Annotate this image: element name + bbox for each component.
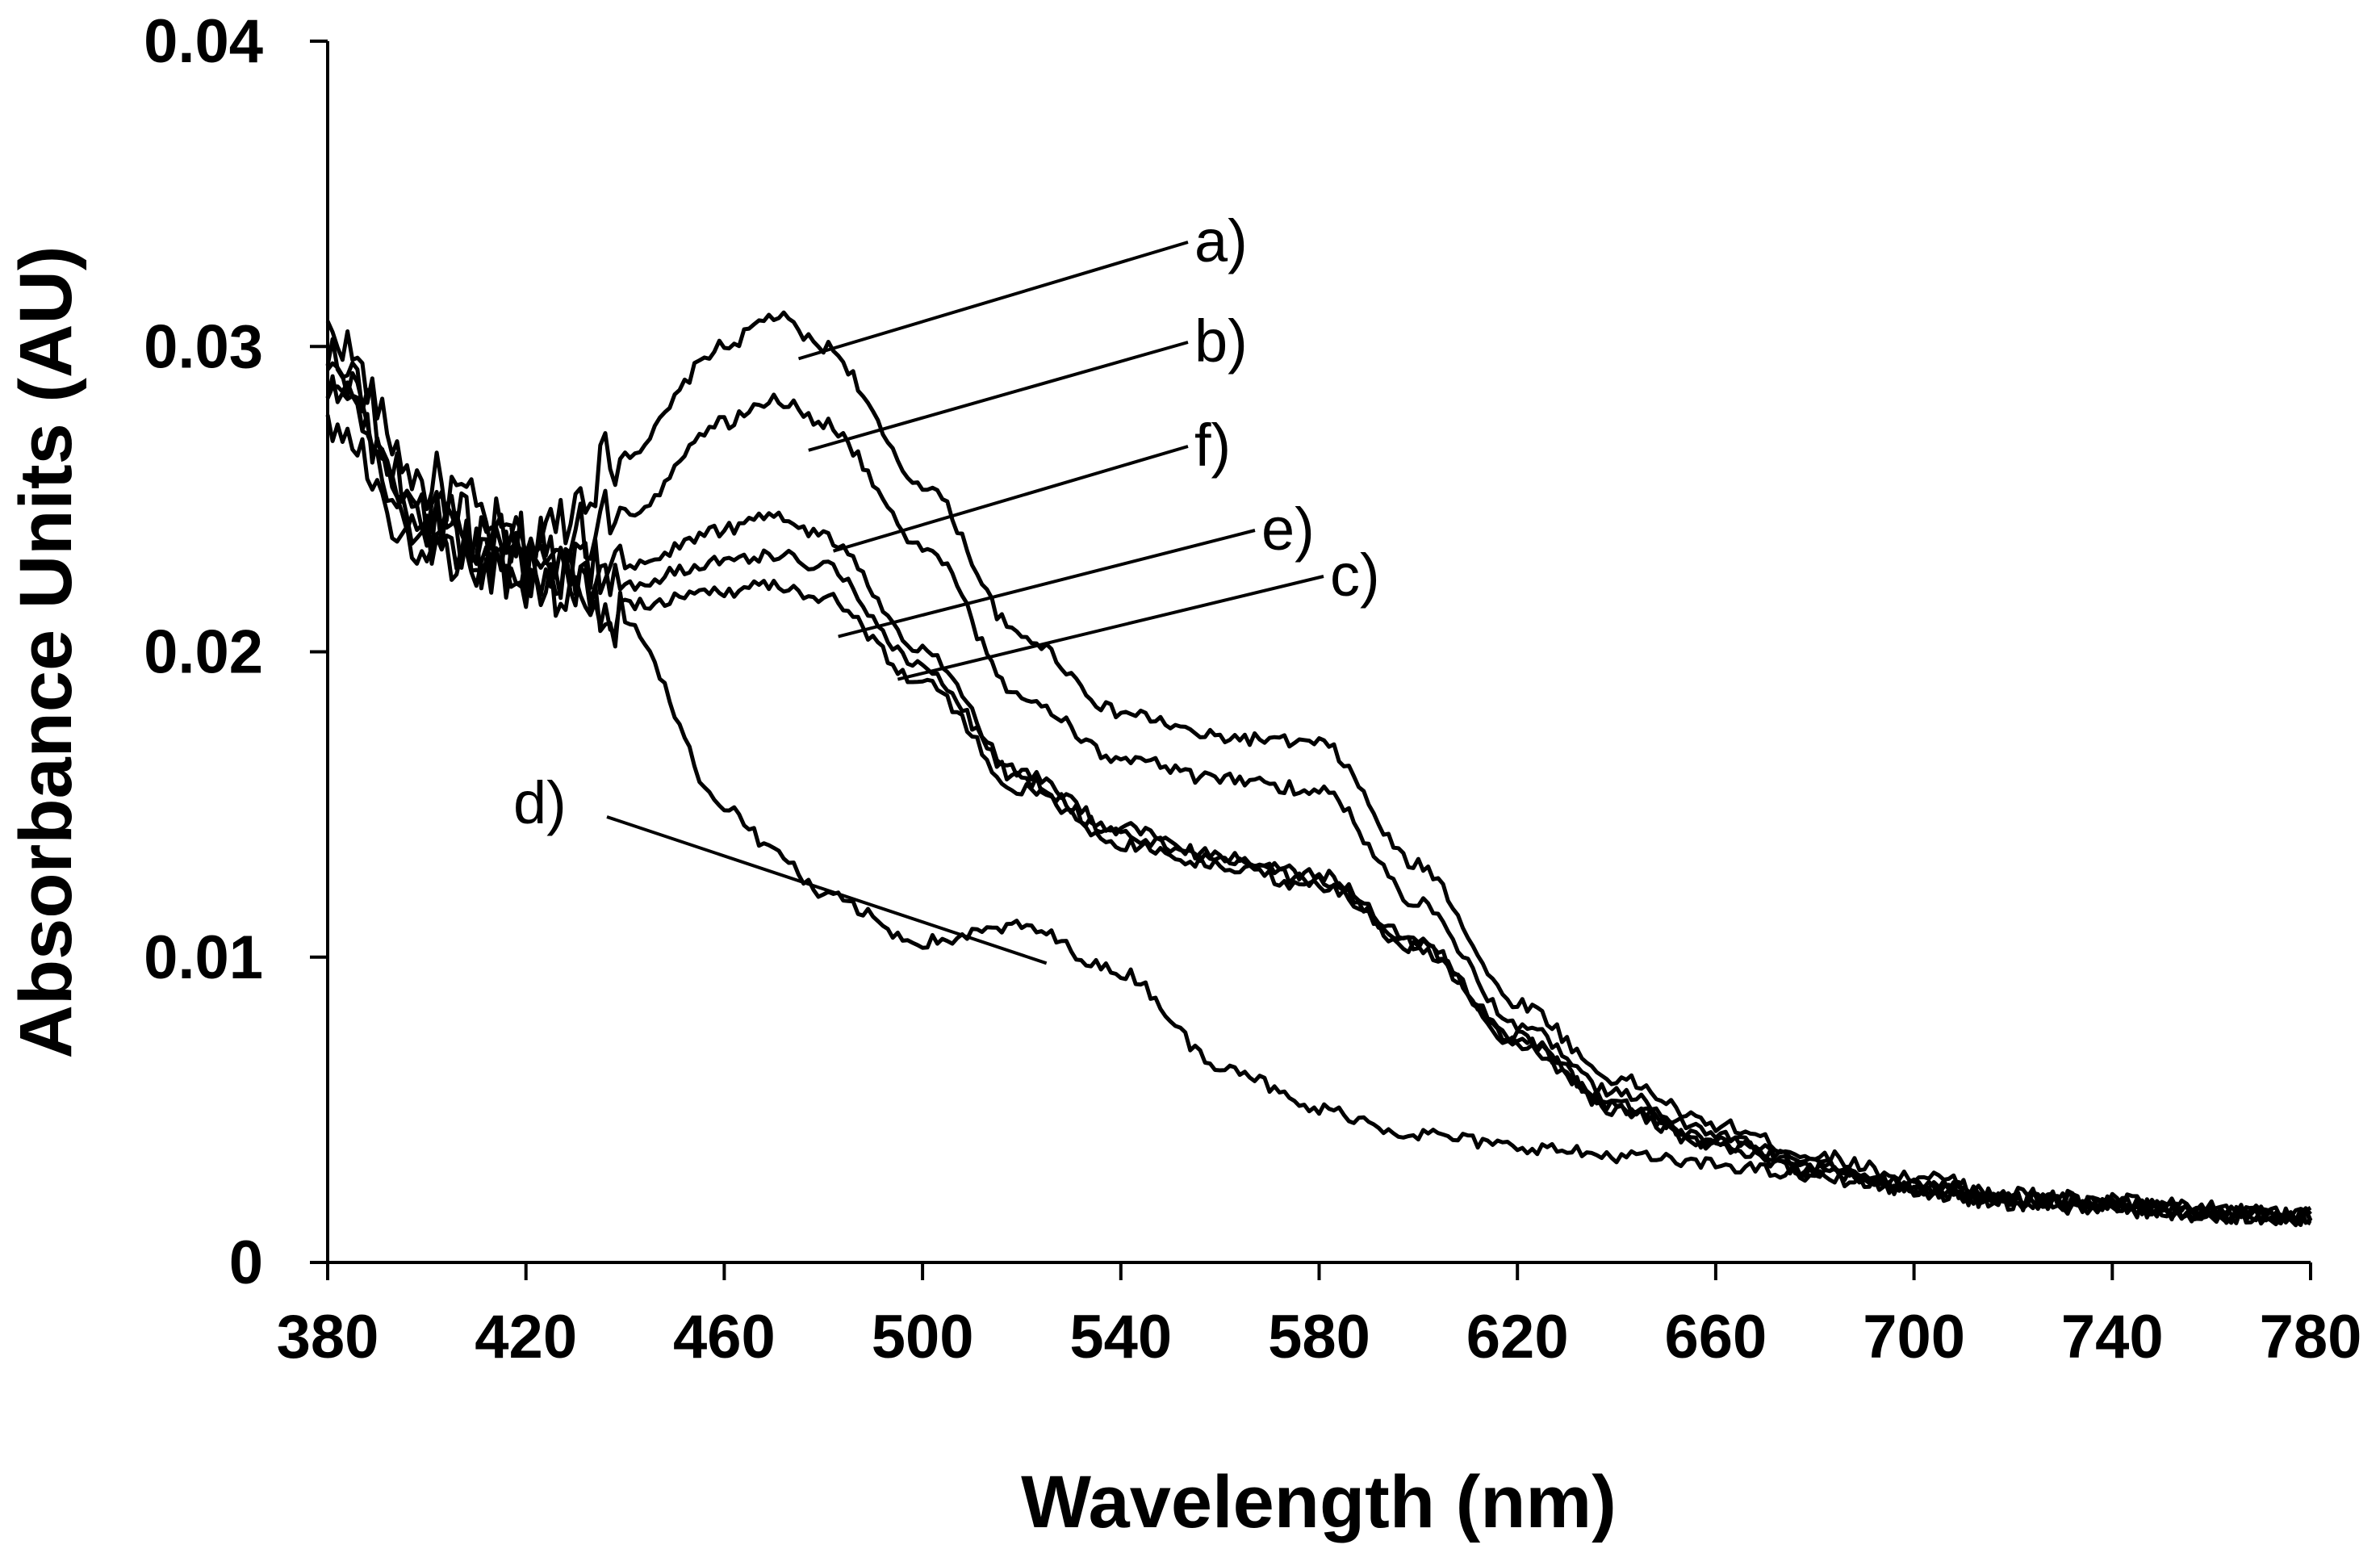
x-ticks: 380 420 460 500 540 580 620 660 700 740 780	[277, 1262, 2362, 1371]
annotation-label-a: a)	[1194, 207, 1248, 274]
axes	[326, 41, 2311, 1264]
y-tick-label: 0.03	[144, 312, 263, 381]
x-tick-label: 740	[2061, 1303, 2164, 1371]
x-tick-label: 780	[2260, 1303, 2362, 1371]
annotation-group: a) b) f) e)c) d)	[513, 207, 1380, 965]
x-tick-label: 580	[1268, 1303, 1370, 1371]
series-group	[325, 310, 2313, 1228]
x-tick-label: 380	[277, 1303, 379, 1371]
y-tick-label: 0	[229, 1229, 263, 1297]
x-axis-title: Wavelength (nm)	[1021, 1461, 1617, 1543]
series-line-f	[326, 361, 2313, 1226]
leader-line-c	[897, 575, 1324, 681]
x-tick-label: 540	[1069, 1303, 1172, 1371]
y-tick-label: 0.02	[144, 618, 263, 687]
leader-line-a	[797, 241, 1189, 361]
x-tick-label: 700	[1863, 1303, 1965, 1371]
series-line-b	[325, 337, 2313, 1226]
annotation-label-d: d)	[513, 769, 567, 836]
x-tick-label: 420	[475, 1303, 577, 1371]
series-line-c	[325, 374, 2312, 1225]
series-line-a	[325, 310, 2312, 1228]
series-line-d	[325, 414, 2312, 1228]
x-tick-label: 620	[1466, 1303, 1569, 1371]
annotation-label-e: e)	[1261, 496, 1315, 563]
y-tick-label: 0.04	[144, 7, 263, 76]
y-tick-label: 0.01	[144, 923, 263, 992]
leader-line-d	[606, 815, 1048, 965]
leader-line-b	[808, 341, 1189, 452]
y-ticks: 0 0.01 0.02 0.03 0.04	[144, 7, 328, 1297]
x-tick-label: 500	[872, 1303, 974, 1371]
annotation-label-b: b)	[1194, 308, 1248, 375]
y-axis-title: Absorbance Units (AU)	[5, 246, 87, 1059]
annotation-label-c: c)	[1330, 542, 1380, 609]
x-tick-label: 460	[673, 1303, 776, 1371]
annotation-label-f: f)	[1194, 412, 1231, 479]
leader-line-e	[838, 529, 1256, 638]
x-tick-label: 660	[1664, 1303, 1767, 1371]
leader-line-f	[832, 445, 1189, 553]
